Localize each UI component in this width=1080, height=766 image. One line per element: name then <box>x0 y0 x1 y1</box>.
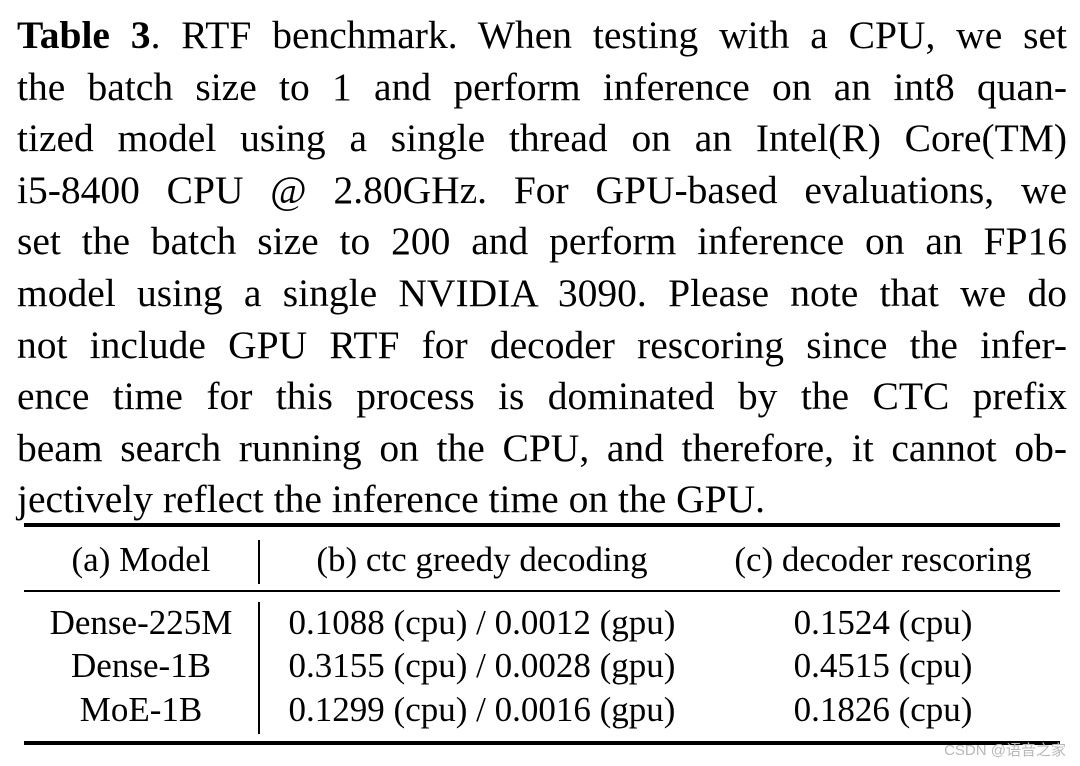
table-cell-ctc-greedy: 0.1299 (cpu) / 0.0016 (gpu) <box>288 690 676 729</box>
caption-line-1: Table 3. RTF benchmark. When testing wit… <box>17 10 1067 62</box>
caption-line-6: model using a single NVIDIA 3090. Please… <box>17 270 1067 315</box>
caption-line-3: tized model using a single thread on an … <box>17 116 1067 161</box>
caption-line-4: i5-8400 CPU @ 2.80GHz. For GPU-based eva… <box>17 167 1067 212</box>
caption-line-8: ence time for this process is dominated … <box>17 374 1067 419</box>
table-top-rule <box>24 523 1060 527</box>
table-header-rule <box>24 590 1060 592</box>
header-decoder-rescoring: (c) decoder rescoring <box>734 540 1032 579</box>
header-ctc-greedy-decoding: (b) ctc greedy decoding <box>316 540 648 579</box>
caption-line-10: jectively reflect the inference time on … <box>17 477 765 522</box>
caption-line-5: set the batch size to 200 and perform in… <box>17 219 1067 264</box>
table-label: Table 3 <box>17 13 151 57</box>
table-cell-model: Dense-1B <box>71 646 211 685</box>
caption-line-1-text: . RTF benchmark. When testing with a CPU… <box>150 13 1067 57</box>
table-cell-ctc-greedy: 0.1088 (cpu) / 0.0012 (gpu) <box>288 603 676 642</box>
caption-line-9: beam search running on the CPU, and ther… <box>17 425 1067 470</box>
table-cell-ctc-greedy: 0.3155 (cpu) / 0.0028 (gpu) <box>288 646 676 685</box>
table-cell-rescoring: 0.4515 (cpu) <box>793 646 973 685</box>
table-bottom-rule <box>24 741 1060 745</box>
table-cell-rescoring: 0.1826 (cpu) <box>793 690 973 729</box>
table-cell-model: Dense-225M <box>49 603 233 642</box>
watermark: CSDN @语音之家 <box>944 742 1066 759</box>
caption-line-2: the batch size to 1 and perform inferenc… <box>17 64 1067 109</box>
caption-line-7: not include GPU RTF for decoder rescorin… <box>17 322 1067 367</box>
header-model: (a) Model <box>71 540 211 579</box>
body-column-divider <box>258 602 260 734</box>
table-cell-rescoring: 0.1524 (cpu) <box>793 603 973 642</box>
header-column-divider <box>258 540 260 584</box>
table-cell-model: MoE-1B <box>79 690 203 729</box>
table-caption: Table 3. RTF benchmark. When testing wit… <box>17 10 1067 526</box>
